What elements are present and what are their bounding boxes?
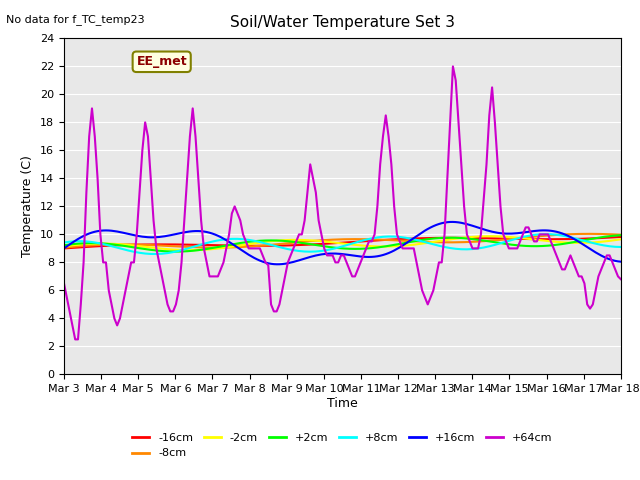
- -8cm: [209, 245, 216, 251]
- -2cm: [617, 237, 625, 242]
- +2cm: [211, 245, 219, 251]
- +16cm: [164, 233, 172, 239]
- Legend: -16cm, -8cm, -2cm, +2cm, +8cm, +16cm, +64cm: -16cm, -8cm, -2cm, +2cm, +8cm, +16cm, +6…: [128, 429, 557, 463]
- +16cm: [617, 259, 625, 264]
- +8cm: [541, 231, 549, 237]
- -8cm: [83, 243, 90, 249]
- -16cm: [617, 234, 625, 240]
- +2cm: [164, 249, 172, 254]
- +8cm: [83, 239, 90, 244]
- Y-axis label: Temperature (C): Temperature (C): [22, 156, 35, 257]
- -8cm: [93, 242, 101, 248]
- +64cm: [166, 309, 174, 314]
- -8cm: [595, 231, 602, 237]
- +8cm: [617, 244, 625, 250]
- +8cm: [60, 240, 68, 245]
- +8cm: [595, 241, 602, 247]
- -2cm: [60, 243, 68, 249]
- +8cm: [150, 251, 157, 257]
- +64cm: [617, 276, 625, 282]
- -8cm: [164, 243, 172, 249]
- -8cm: [586, 231, 594, 237]
- +64cm: [211, 274, 219, 279]
- -16cm: [60, 246, 68, 252]
- +2cm: [617, 232, 625, 238]
- -8cm: [60, 245, 68, 251]
- +8cm: [211, 238, 219, 244]
- -16cm: [209, 242, 216, 248]
- -2cm: [486, 233, 493, 239]
- -16cm: [93, 243, 101, 249]
- +8cm: [93, 240, 101, 246]
- +64cm: [449, 63, 457, 69]
- +64cm: [85, 133, 93, 139]
- Line: +64cm: +64cm: [64, 66, 621, 339]
- +16cm: [93, 228, 101, 234]
- -2cm: [186, 247, 194, 253]
- -16cm: [589, 236, 596, 241]
- -8cm: [211, 245, 219, 251]
- -8cm: [617, 232, 625, 238]
- +16cm: [273, 262, 280, 267]
- +8cm: [166, 250, 174, 255]
- -2cm: [93, 240, 101, 246]
- Line: +16cm: +16cm: [64, 222, 621, 264]
- +2cm: [93, 240, 101, 246]
- -2cm: [164, 246, 172, 252]
- Line: -8cm: -8cm: [64, 234, 621, 248]
- +64cm: [71, 336, 79, 342]
- +8cm: [575, 237, 582, 242]
- +2cm: [592, 235, 600, 241]
- -8cm: [572, 231, 580, 237]
- Line: +2cm: +2cm: [64, 235, 621, 252]
- +16cm: [595, 251, 602, 257]
- +2cm: [60, 242, 68, 248]
- +64cm: [595, 274, 602, 279]
- +16cm: [575, 239, 582, 245]
- +64cm: [97, 231, 104, 237]
- +64cm: [575, 274, 582, 279]
- +16cm: [209, 231, 216, 237]
- Line: -2cm: -2cm: [64, 236, 621, 250]
- -16cm: [570, 236, 577, 242]
- X-axis label: Time: Time: [327, 397, 358, 410]
- +64cm: [60, 280, 68, 286]
- +16cm: [449, 219, 457, 225]
- -2cm: [575, 240, 582, 246]
- -2cm: [211, 246, 219, 252]
- Text: EE_met: EE_met: [136, 55, 187, 68]
- Line: -16cm: -16cm: [64, 237, 621, 249]
- +2cm: [83, 240, 90, 246]
- +2cm: [172, 249, 180, 254]
- -2cm: [595, 239, 602, 245]
- -16cm: [83, 244, 90, 250]
- Title: Soil/Water Temperature Set 3: Soil/Water Temperature Set 3: [230, 15, 455, 30]
- +16cm: [60, 246, 68, 252]
- -16cm: [164, 241, 172, 247]
- +2cm: [572, 239, 580, 245]
- Text: No data for f_TC_temp23: No data for f_TC_temp23: [6, 14, 145, 25]
- +16cm: [83, 232, 90, 238]
- -2cm: [83, 241, 90, 247]
- Line: +8cm: +8cm: [64, 234, 621, 254]
